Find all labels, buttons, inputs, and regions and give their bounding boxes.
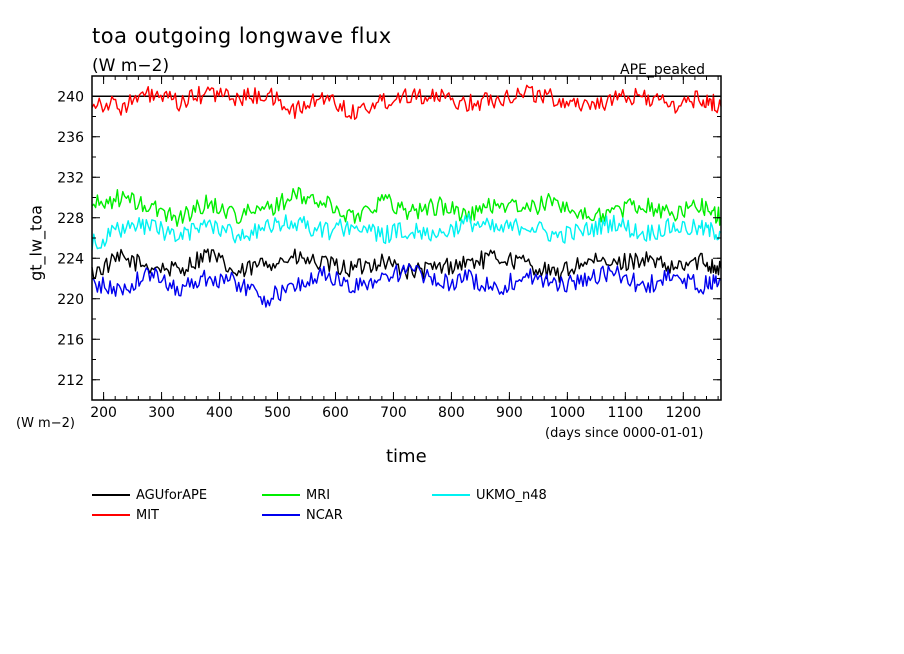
legend-label: NCAR: [306, 507, 343, 523]
legend-item-mit: MIT: [92, 506, 159, 524]
chart-title: toa outgoing longwave flux: [92, 24, 392, 48]
y-tick-label: 232: [57, 170, 84, 186]
x-tick-label: 800: [438, 405, 465, 421]
x-axis-unit: (days since 0000-01-01): [545, 426, 704, 441]
y-tick-label: 240: [57, 89, 84, 105]
chart-subtitle: (W m−2): [92, 56, 170, 76]
legend-swatch: [92, 514, 130, 516]
y-tick-label: 212: [57, 373, 84, 389]
legend-swatch: [432, 494, 470, 496]
legend-swatch: [92, 494, 130, 496]
x-tick-label: 900: [496, 405, 523, 421]
x-tick-label: 300: [148, 405, 175, 421]
legend-label: AGUforAPE: [136, 487, 208, 503]
legend-label: MRI: [306, 487, 331, 503]
legend-item-ncar: NCAR: [262, 506, 343, 524]
y-axis-unit: (W m−2): [16, 416, 75, 431]
chart-legend: AGUforAPE MRI UKMO_n48 MIT NCAR: [92, 486, 612, 526]
y-tick-label: 216: [57, 332, 84, 348]
x-tick-label: 1100: [608, 405, 644, 421]
legend-swatch: [262, 514, 300, 516]
x-tick-label: 200: [90, 405, 117, 421]
series-line-mit: [91, 84, 722, 121]
legend-swatch: [262, 494, 300, 496]
x-tick-label: 500: [264, 405, 291, 421]
series-line-ukmo_n48: [91, 212, 722, 251]
legend-item-aguforape: AGUforAPE: [92, 486, 207, 504]
x-tick-label: 700: [380, 405, 407, 421]
legend-item-mri: MRI: [262, 486, 330, 504]
y-tick-label: 236: [57, 130, 84, 146]
y-tick-label: 220: [57, 292, 84, 308]
x-axis-label: time: [386, 446, 427, 467]
x-tick-label: 1200: [665, 405, 701, 421]
legend-item-ukmo_n48: UKMO_n48: [432, 486, 547, 504]
x-tick-label: 600: [322, 405, 349, 421]
legend-label: UKMO_n48: [476, 487, 547, 503]
series-line-mri: [91, 186, 722, 227]
legend-label: MIT: [136, 507, 159, 523]
x-tick-label: 1000: [550, 405, 586, 421]
experiment-label: APE_peaked: [620, 62, 706, 78]
y-tick-label: 228: [57, 211, 84, 227]
series-line-ncar: [91, 263, 722, 308]
x-tick-label: 400: [206, 405, 233, 421]
y-tick-label: 224: [57, 251, 84, 267]
